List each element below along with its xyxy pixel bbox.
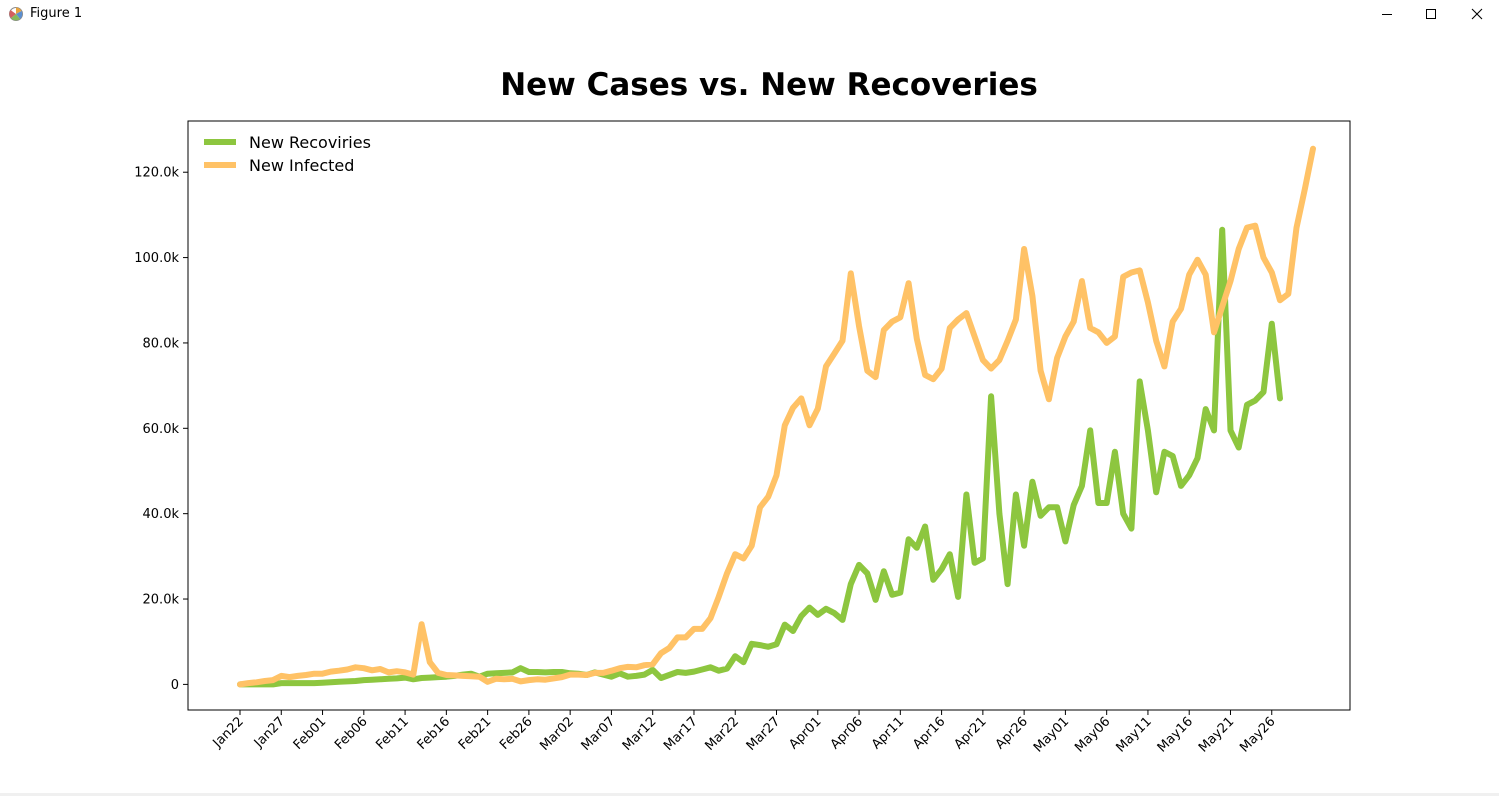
x-tick-label: Feb01 [291,714,330,753]
y-tick-label: 120.0k [134,166,179,181]
x-tick-label: Apr11 [869,714,907,752]
x-tick-label: Feb11 [373,714,412,753]
x-tick-label: May16 [1155,714,1196,755]
y-tick-label: 20.0k [143,593,180,608]
minimize-button[interactable] [1364,0,1410,28]
x-tick-label: Apr06 [828,714,866,752]
y-tick-label: 0 [171,678,179,693]
line-chart: New Cases vs. New Recoveries 0 20.0k 40.0k… [134,67,1351,756]
maximize-icon [1426,9,1436,19]
maximize-button[interactable] [1408,0,1454,28]
x-tick-label: Feb16 [415,714,454,753]
legend-label-0: New Recoviries [249,133,371,152]
x-tick-label: Jan22 [210,714,247,751]
x-tick-label: Apr16 [910,714,948,752]
x-tick-label: Apr21 [951,714,989,752]
window-titlebar: Figure 1 [0,0,1499,30]
window-bottom-edge [0,793,1499,796]
legend-label-1: New Infected [249,156,354,175]
x-tick-label: May11 [1113,714,1154,755]
x-tick-label: Feb26 [497,714,536,753]
close-icon [1471,8,1483,20]
x-tick-label: Feb21 [456,714,495,753]
series-line-1 [237,145,1316,688]
x-tick-label: Jan27 [251,714,288,751]
series-line-0 [237,226,1283,688]
chart-area: New Cases vs. New Recoveries 0 20.0k 40.0k… [0,30,1499,796]
matplotlib-logo-icon [9,7,23,21]
x-tick-label: Mar07 [579,714,619,754]
x-tick-label: Mar22 [702,714,742,754]
y-tick-label: 40.0k [143,507,180,522]
y-tick-label: 80.0k [143,336,180,351]
y-tick-label: 100.0k [134,251,179,266]
close-button[interactable] [1454,0,1499,28]
x-tick-label: May21 [1196,714,1237,755]
x-tick-label: Mar17 [661,714,701,754]
y-tick-label: 60.0k [143,422,180,437]
x-tick-label: Apr26 [993,714,1031,752]
window-title: Figure 1 [30,6,83,21]
series-layer [237,145,1316,688]
x-tick-label: Feb06 [332,714,371,753]
x-tick-label: Mar02 [537,714,577,754]
x-tick-label: Apr01 [786,714,824,752]
minimize-icon [1382,14,1392,15]
x-tick-label: May01 [1031,714,1072,755]
x-tick-label: Mar12 [620,714,660,754]
x-tick-label: Mar27 [744,714,784,754]
chart-legend: New Recoviries New Infected [204,133,371,175]
x-tick-label: May26 [1237,714,1278,755]
chart-title: New Cases vs. New Recoveries [500,67,1038,103]
x-tick-label: May06 [1072,714,1113,755]
plot-frame [187,120,1351,711]
